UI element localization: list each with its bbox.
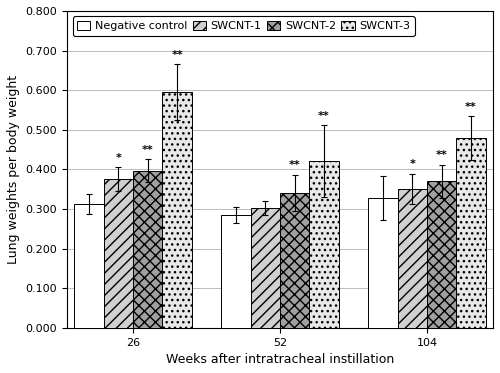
Y-axis label: Lung weights per body weight: Lung weights per body weight bbox=[7, 75, 20, 264]
Bar bbox=[398, 189, 427, 328]
Bar bbox=[74, 204, 104, 328]
Bar bbox=[280, 193, 310, 328]
Bar bbox=[310, 161, 339, 328]
Bar bbox=[368, 198, 398, 328]
Bar bbox=[133, 170, 162, 328]
X-axis label: Weeks after intratracheal instillation: Weeks after intratracheal instillation bbox=[166, 353, 394, 366]
Bar bbox=[221, 215, 250, 328]
Text: **: ** bbox=[436, 150, 448, 160]
Bar bbox=[162, 92, 192, 328]
Legend: Negative control, SWCNT-1, SWCNT-2, SWCNT-3: Negative control, SWCNT-1, SWCNT-2, SWCN… bbox=[72, 16, 414, 36]
Text: **: ** bbox=[318, 111, 330, 120]
Bar bbox=[250, 208, 280, 328]
Text: **: ** bbox=[172, 50, 183, 60]
Bar bbox=[427, 181, 456, 328]
Text: **: ** bbox=[142, 145, 154, 155]
Text: **: ** bbox=[465, 101, 477, 112]
Text: **: ** bbox=[289, 160, 300, 170]
Bar bbox=[104, 179, 133, 328]
Text: *: * bbox=[116, 153, 121, 163]
Bar bbox=[456, 138, 486, 328]
Text: *: * bbox=[410, 159, 415, 169]
